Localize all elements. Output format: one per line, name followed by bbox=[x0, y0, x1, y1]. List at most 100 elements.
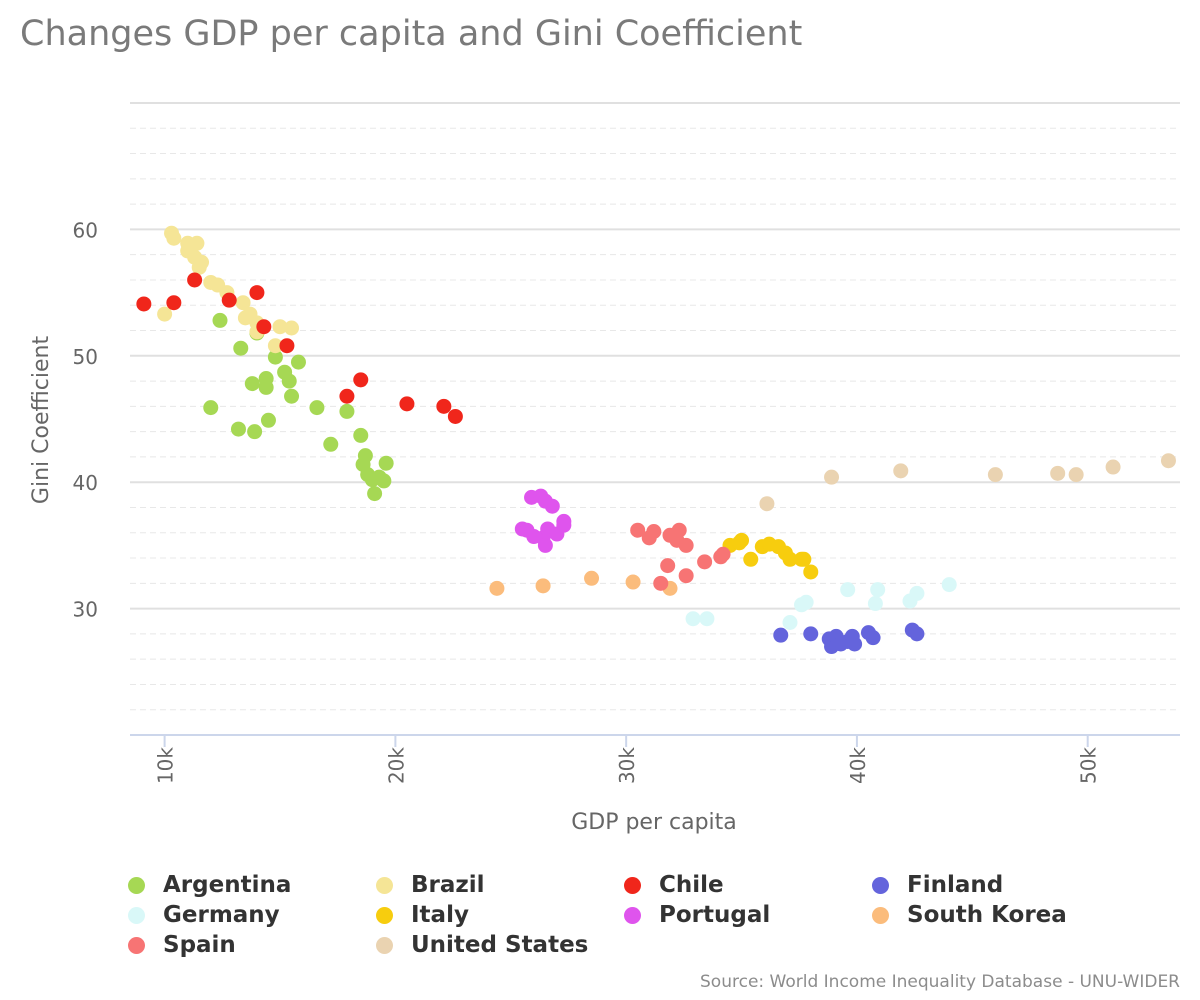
data-point[interactable] bbox=[399, 396, 415, 412]
data-point[interactable] bbox=[203, 400, 219, 416]
data-point[interactable] bbox=[697, 554, 713, 570]
data-point[interactable] bbox=[281, 373, 297, 389]
data-point[interactable] bbox=[630, 522, 646, 538]
legend-label: Chile bbox=[659, 872, 724, 898]
legend-label: Italy bbox=[411, 902, 469, 928]
data-point[interactable] bbox=[731, 535, 747, 551]
data-point[interactable] bbox=[556, 513, 572, 529]
data-point[interactable] bbox=[339, 388, 355, 404]
data-point[interactable] bbox=[870, 582, 886, 598]
data-point[interactable] bbox=[323, 436, 339, 452]
legend-item[interactable]: Argentina bbox=[128, 870, 291, 900]
data-point[interactable] bbox=[136, 296, 152, 312]
data-point[interactable] bbox=[625, 574, 641, 590]
data-point[interactable] bbox=[671, 522, 687, 538]
data-point[interactable] bbox=[272, 319, 288, 335]
data-point[interactable] bbox=[166, 230, 182, 246]
data-point[interactable] bbox=[267, 338, 283, 354]
data-point[interactable] bbox=[798, 594, 814, 610]
data-point[interactable] bbox=[290, 354, 306, 370]
data-point[interactable] bbox=[233, 340, 249, 356]
data-point[interactable] bbox=[660, 558, 676, 574]
data-point[interactable] bbox=[353, 427, 369, 443]
data-point[interactable] bbox=[678, 568, 694, 584]
data-point[interactable] bbox=[685, 611, 701, 627]
data-point[interactable] bbox=[339, 403, 355, 419]
data-point[interactable] bbox=[699, 611, 715, 627]
data-point[interactable] bbox=[256, 319, 272, 335]
data-point[interactable] bbox=[166, 295, 182, 311]
data-point[interactable] bbox=[284, 320, 300, 336]
data-point[interactable] bbox=[284, 388, 300, 404]
data-point[interactable] bbox=[803, 564, 819, 580]
data-point[interactable] bbox=[436, 398, 452, 414]
data-point[interactable] bbox=[782, 551, 798, 567]
data-point[interactable] bbox=[1160, 453, 1176, 469]
data-point[interactable] bbox=[782, 615, 798, 631]
data-point[interactable] bbox=[157, 306, 173, 322]
data-point[interactable] bbox=[803, 626, 819, 642]
legend-item[interactable]: Germany bbox=[128, 900, 280, 930]
data-point[interactable] bbox=[824, 469, 840, 485]
data-point[interactable] bbox=[367, 486, 383, 502]
data-point[interactable] bbox=[909, 585, 925, 601]
data-point[interactable] bbox=[893, 463, 909, 479]
legend-item[interactable]: Italy bbox=[376, 900, 469, 930]
data-point[interactable] bbox=[221, 292, 237, 308]
legend-item[interactable]: Portugal bbox=[624, 900, 770, 930]
legend-item[interactable]: South Korea bbox=[872, 900, 1067, 930]
data-point[interactable] bbox=[941, 577, 957, 593]
data-point[interactable] bbox=[376, 473, 392, 489]
x-tick-label: 40k bbox=[846, 747, 870, 784]
data-point[interactable] bbox=[713, 549, 729, 565]
legend-marker bbox=[624, 906, 641, 924]
legend-item[interactable]: United States bbox=[376, 930, 588, 960]
data-point[interactable] bbox=[773, 627, 789, 643]
data-point[interactable] bbox=[847, 636, 863, 652]
data-point[interactable] bbox=[987, 467, 1003, 483]
data-point[interactable] bbox=[1068, 467, 1084, 483]
data-point[interactable] bbox=[249, 285, 265, 301]
legend-item[interactable]: Chile bbox=[624, 870, 724, 900]
data-point[interactable] bbox=[258, 379, 274, 395]
data-point[interactable] bbox=[447, 408, 463, 424]
data-point[interactable] bbox=[867, 596, 883, 612]
data-point[interactable] bbox=[535, 578, 551, 594]
legend-item[interactable]: Brazil bbox=[376, 870, 485, 900]
data-point[interactable] bbox=[247, 424, 263, 440]
data-point[interactable] bbox=[230, 421, 246, 437]
legend-marker bbox=[128, 876, 145, 894]
data-point[interactable] bbox=[584, 570, 600, 586]
data-point[interactable] bbox=[212, 312, 228, 328]
data-point[interactable] bbox=[279, 338, 295, 354]
data-point[interactable] bbox=[353, 372, 369, 388]
legend-label: South Korea bbox=[907, 902, 1067, 928]
data-point[interactable] bbox=[537, 537, 553, 553]
data-point[interactable] bbox=[653, 575, 669, 591]
data-point[interactable] bbox=[267, 349, 283, 365]
legend-marker bbox=[376, 936, 393, 954]
data-point[interactable] bbox=[237, 310, 253, 326]
data-point[interactable] bbox=[489, 580, 505, 596]
data-point[interactable] bbox=[544, 498, 560, 514]
legend-item[interactable]: Finland bbox=[872, 870, 1003, 900]
data-point[interactable] bbox=[840, 582, 856, 598]
source-credit[interactable]: Source: World Income Inequality Database… bbox=[700, 972, 1180, 992]
data-point[interactable] bbox=[646, 523, 662, 539]
data-point[interactable] bbox=[378, 455, 394, 471]
data-point[interactable] bbox=[187, 272, 203, 288]
data-point[interactable] bbox=[235, 295, 251, 311]
data-point[interactable] bbox=[260, 412, 276, 428]
data-point[interactable] bbox=[796, 551, 812, 567]
data-point[interactable] bbox=[309, 400, 325, 416]
data-point[interactable] bbox=[1050, 465, 1066, 481]
data-point[interactable] bbox=[1105, 459, 1121, 475]
legend-item[interactable]: Spain bbox=[128, 930, 236, 960]
data-point[interactable] bbox=[678, 537, 694, 553]
data-point[interactable] bbox=[759, 496, 775, 512]
data-point[interactable] bbox=[909, 626, 925, 642]
data-point[interactable] bbox=[191, 259, 207, 275]
data-point[interactable] bbox=[865, 630, 881, 646]
data-point[interactable] bbox=[244, 376, 260, 392]
data-point[interactable] bbox=[743, 551, 759, 567]
